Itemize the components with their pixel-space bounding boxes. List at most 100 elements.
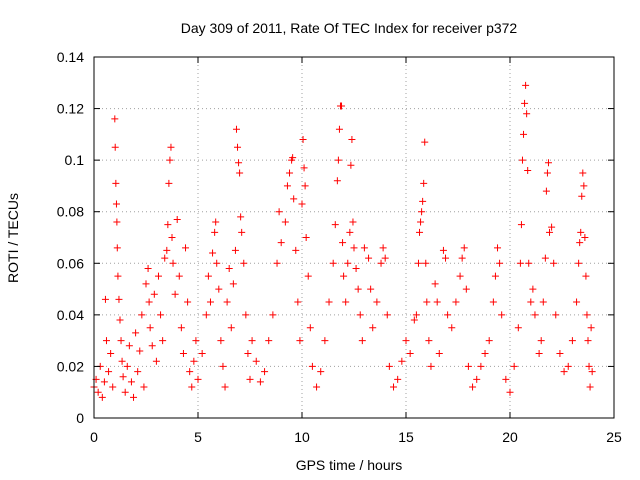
- data-point: [527, 298, 535, 306]
- data-point: [585, 362, 593, 370]
- data-point: [439, 246, 447, 254]
- data-point: [556, 350, 564, 358]
- data-point: [107, 350, 115, 358]
- data-point: [142, 280, 150, 288]
- data-point: [520, 130, 528, 138]
- data-point: [367, 285, 375, 293]
- data-point: [406, 350, 414, 358]
- data-point: [165, 179, 173, 187]
- data-point: [261, 368, 269, 376]
- data-point: [431, 280, 439, 288]
- data-point: [489, 298, 497, 306]
- data-point: [182, 244, 190, 252]
- data-point: [552, 311, 560, 319]
- data-point: [433, 298, 441, 306]
- data-point: [94, 388, 102, 396]
- data-point: [146, 324, 154, 332]
- data-point: [313, 383, 321, 391]
- data-point: [231, 246, 239, 254]
- data-point: [283, 182, 291, 190]
- data-point: [485, 337, 493, 345]
- data-point: [524, 166, 532, 174]
- data-point: [416, 228, 424, 236]
- data-point: [417, 218, 425, 226]
- data-point: [275, 208, 283, 216]
- data-point: [298, 200, 306, 208]
- data-point: [114, 272, 122, 280]
- data-point: [209, 249, 217, 257]
- data-point: [568, 337, 576, 345]
- data-point: [232, 125, 240, 133]
- data-point: [127, 378, 135, 386]
- data-point: [98, 393, 106, 401]
- data-point: [164, 221, 172, 229]
- data-point: [121, 388, 129, 396]
- data-point: [212, 218, 220, 226]
- data-point: [211, 228, 219, 236]
- data-point: [588, 368, 596, 376]
- data-point: [184, 298, 192, 306]
- data-point: [587, 324, 595, 332]
- data-point: [546, 228, 554, 236]
- data-point: [301, 182, 309, 190]
- data-point: [256, 378, 264, 386]
- data-point: [163, 246, 171, 254]
- data-point: [321, 337, 329, 345]
- data-point: [402, 337, 410, 345]
- data-point: [154, 272, 162, 280]
- data-point: [523, 110, 531, 118]
- data-point: [159, 337, 167, 345]
- data-point: [300, 164, 308, 172]
- data-point: [548, 223, 556, 231]
- data-point: [289, 154, 297, 162]
- data-point: [462, 285, 470, 293]
- data-point: [373, 298, 381, 306]
- data-point: [215, 285, 223, 293]
- data-point: [444, 311, 452, 319]
- y-tick-label: 0.12: [57, 101, 84, 117]
- data-point: [550, 259, 558, 267]
- data-point: [112, 200, 120, 208]
- grid-lines: [94, 57, 614, 418]
- data-point: [583, 311, 591, 319]
- data-point: [582, 272, 590, 280]
- data-point: [273, 259, 281, 267]
- data-point: [242, 311, 250, 319]
- data-point: [308, 362, 316, 370]
- data-point: [419, 197, 427, 205]
- data-point: [498, 311, 506, 319]
- data-point: [379, 244, 387, 252]
- data-point: [217, 337, 225, 345]
- data-point: [352, 264, 360, 272]
- data-point: [136, 347, 144, 355]
- data-point: [517, 221, 525, 229]
- data-point: [118, 357, 126, 365]
- y-tick-label: 0.1: [65, 152, 85, 168]
- data-point: [317, 368, 325, 376]
- data-point: [150, 290, 158, 298]
- data-point: [579, 169, 587, 177]
- data-point: [383, 311, 391, 319]
- data-point: [294, 298, 302, 306]
- data-point: [304, 272, 312, 280]
- data-point: [542, 187, 550, 195]
- y-tick-label: 0.14: [57, 49, 84, 65]
- data-point: [339, 239, 347, 247]
- y-tick-label: 0.02: [57, 358, 84, 374]
- data-point: [385, 362, 393, 370]
- data-point: [238, 228, 246, 236]
- data-point: [145, 298, 153, 306]
- data-point: [105, 368, 113, 376]
- data-point: [333, 177, 341, 185]
- data-point: [157, 311, 165, 319]
- data-point: [358, 337, 366, 345]
- data-point: [529, 285, 537, 293]
- data-point: [265, 337, 273, 345]
- data-point: [132, 329, 140, 337]
- data-point: [423, 298, 431, 306]
- y-axis-label: ROTI / TECUs: [5, 193, 21, 283]
- data-point: [473, 375, 481, 383]
- data-point: [227, 324, 235, 332]
- data-point: [144, 264, 152, 272]
- data-point: [286, 169, 294, 177]
